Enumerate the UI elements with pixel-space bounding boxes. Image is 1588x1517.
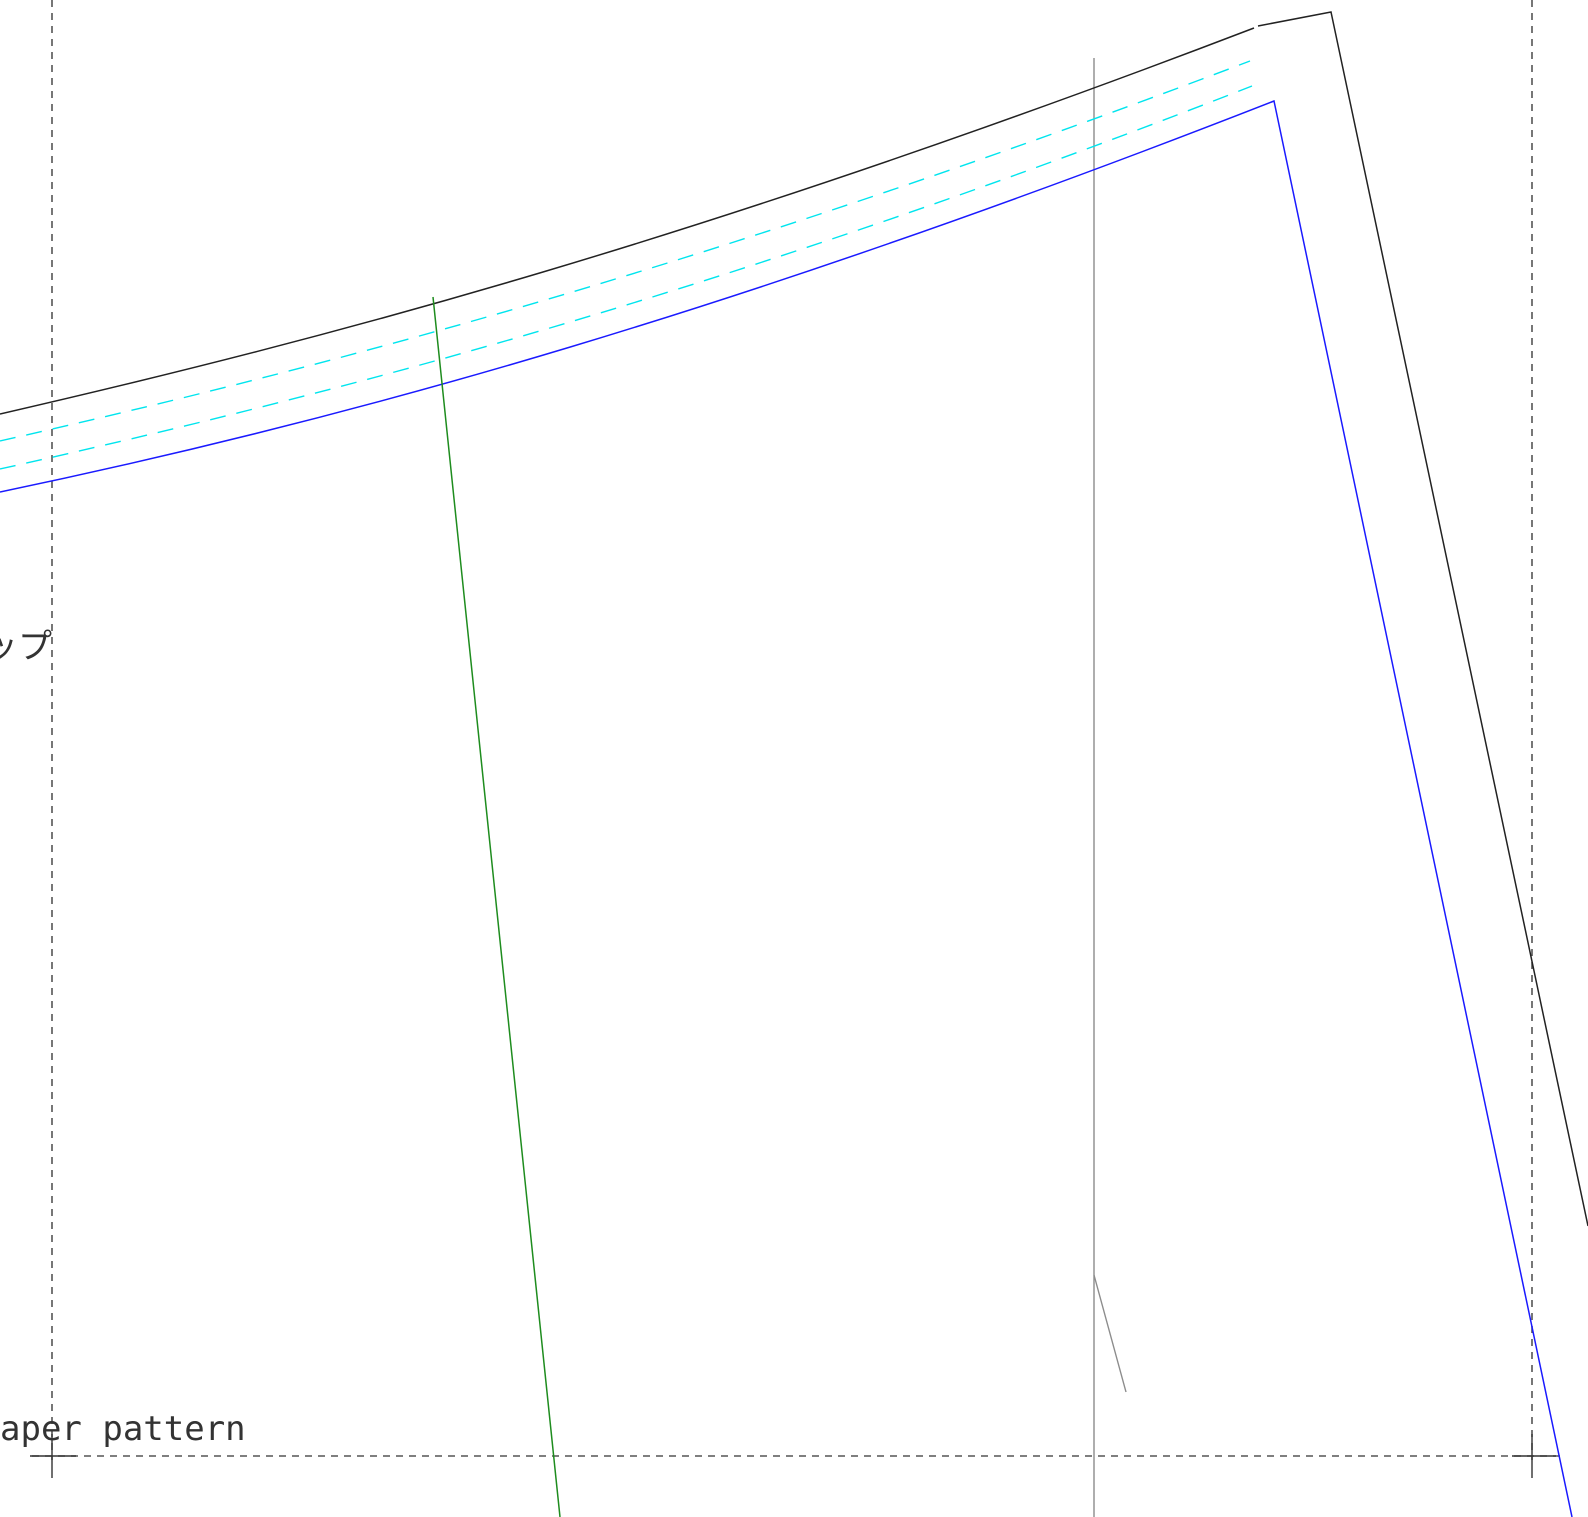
fold-guide-upper <box>0 60 1251 442</box>
reference-slant-mark <box>1093 1274 1127 1393</box>
fold-guides <box>0 60 1253 470</box>
crop-marks <box>30 1434 1556 1478</box>
pattern-caption: aper pattern <box>0 1409 246 1449</box>
partial-katakana-label: ップ <box>0 627 52 667</box>
cut-line-outer <box>0 11 1588 1227</box>
page-frame <box>32 0 1560 1460</box>
stitch-line-inner <box>0 99 1573 1517</box>
grain-line <box>432 296 561 1517</box>
fold-guide-lower <box>0 85 1253 470</box>
